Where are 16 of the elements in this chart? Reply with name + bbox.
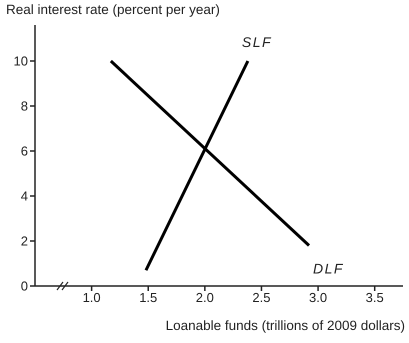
x-tick-label: 1.0 (82, 290, 101, 306)
y-tick-label: 10 (14, 54, 28, 69)
chart-title: Real interest rate (percent per year) (6, 2, 220, 17)
x-tick-label: 1.5 (139, 290, 158, 306)
y-tick-label: 8 (20, 98, 28, 114)
x-tick-label: 2.0 (196, 290, 214, 306)
x-tick-label: 3.5 (366, 290, 384, 306)
y-tick-label: 0 (20, 278, 28, 294)
y-tick-label: 6 (20, 144, 28, 159)
x-tick-label: 2.5 (252, 290, 270, 306)
series-label: SLF (242, 34, 272, 50)
x-tick-label: 3.0 (309, 290, 328, 306)
y-tick-label: 2 (20, 234, 28, 249)
series-label: DLF (313, 260, 344, 276)
x-axis-title: Loanable funds (trillions of 2009 dollars) (166, 318, 405, 333)
y-tick-label: 4 (20, 188, 28, 204)
